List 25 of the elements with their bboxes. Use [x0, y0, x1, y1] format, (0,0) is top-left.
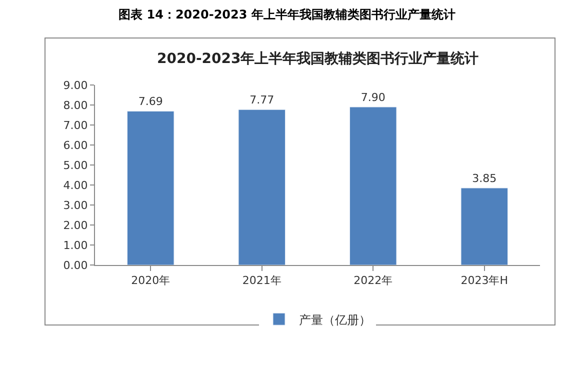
y-tick-label: 4.00 [63, 178, 88, 192]
bar [127, 110, 174, 265]
text: 3.85 [472, 172, 497, 185]
y-tick-label: 3.00 [63, 198, 88, 212]
text: 7.90 [360, 91, 386, 104]
y-tick-label: 1.00 [63, 238, 88, 252]
text: 7.69 [138, 95, 163, 108]
y-tick-label: 2.00 [63, 218, 88, 232]
legend-label: 产量（亿册） [299, 312, 371, 327]
bar [238, 109, 286, 265]
x-tick-label: 2020年 [131, 274, 170, 288]
x-tick-label: 2023年H [460, 274, 508, 288]
bar [350, 106, 397, 265]
y-tick-label: 8.00 [63, 98, 88, 112]
y-tick-label: 6.00 [63, 138, 88, 152]
y-tick-label: 7.00 [63, 118, 88, 132]
chart-subtitle: 2020-2023年上半年我国教辅类图书行业产量统计 [157, 50, 479, 67]
y-tick-label: 5.00 [63, 158, 88, 172]
text: 7.77 [250, 94, 274, 107]
chart-title: 图表 14：2020-2023 年上半年我国教辅类图书行业产量统计 [118, 7, 456, 22]
bar [460, 188, 508, 265]
y-tick-label: 0.00 [63, 258, 88, 272]
y-tick-label: 9.00 [63, 78, 88, 92]
x-tick-label: 2021年 [242, 274, 282, 288]
x-tick-label: 2022年 [354, 274, 393, 288]
